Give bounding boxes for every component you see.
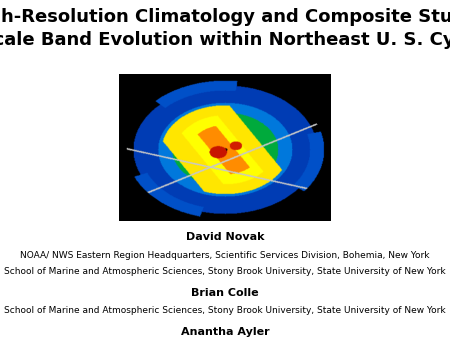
Text: NOAA/ NWS Eastern Region Headquarters, Scientific Services Division, Bohemia, Ne: NOAA/ NWS Eastern Region Headquarters, S… [20, 251, 430, 260]
Text: Brian Colle: Brian Colle [191, 288, 259, 298]
Text: David Novak: David Novak [186, 232, 264, 242]
Text: A High-Resolution Climatology and Composite Study of
Mesoscale Band Evolution wi: A High-Resolution Climatology and Compos… [0, 8, 450, 49]
Text: School of Marine and Atmospheric Sciences, Stony Brook University, State Univers: School of Marine and Atmospheric Science… [4, 267, 446, 276]
Text: School of Marine and Atmospheric Sciences, Stony Brook University, State Univers: School of Marine and Atmospheric Science… [4, 306, 446, 315]
Text: Anantha Ayler: Anantha Ayler [181, 327, 269, 337]
